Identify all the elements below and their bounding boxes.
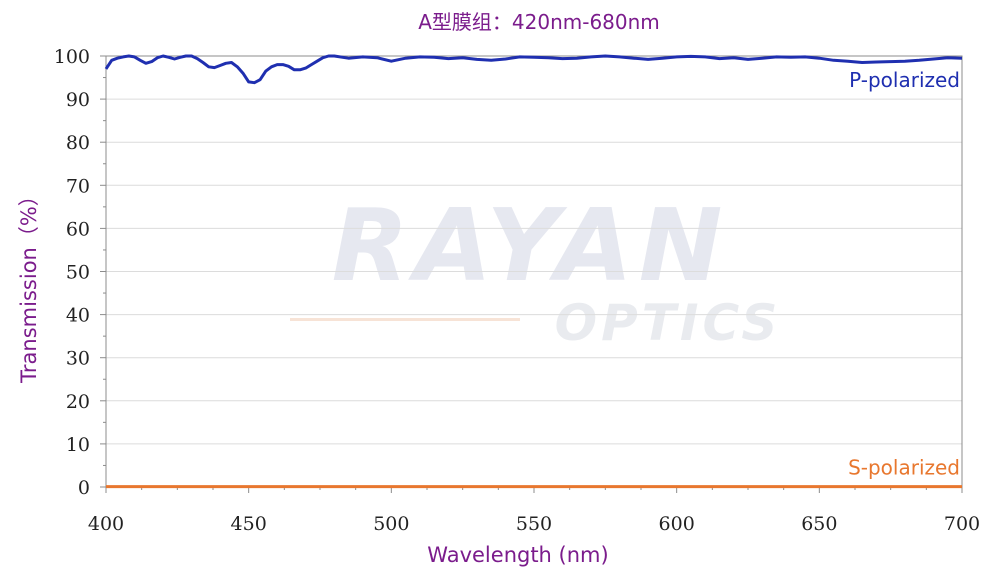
- watermark: RAYAN OPTICS: [290, 187, 782, 352]
- watermark-main-text: RAYAN: [332, 187, 729, 304]
- y-tick-label: 60: [66, 218, 90, 240]
- watermark-accent-line: [290, 318, 520, 321]
- y-tick-label: 70: [66, 175, 90, 197]
- y-tick-label: 90: [66, 89, 90, 111]
- y-tick-label: 40: [66, 305, 90, 327]
- y-tick-label: 50: [66, 262, 90, 284]
- y-tick-label: 20: [66, 391, 90, 413]
- s-polarized-label: S-polarized: [848, 456, 960, 480]
- x-tick-label: 700: [944, 513, 980, 535]
- y-tick-label: 0: [78, 477, 90, 499]
- y-axis-ticks: 0 10 20 30 40 50 60 70 80 90 100: [54, 46, 106, 499]
- grid-lines: [106, 98, 962, 445]
- x-axis-ticks: 400 450 500 550 600 650 700: [88, 487, 980, 535]
- x-tick-label: 400: [88, 513, 124, 535]
- y-tick-label: 100: [54, 46, 90, 68]
- x-tick-label: 600: [659, 513, 695, 535]
- y-tick-label: 10: [66, 434, 90, 456]
- p-polarized-line: [104, 54, 963, 85]
- series-labels: P-polarized S-polarized: [848, 68, 960, 479]
- series-lines: [104, 54, 963, 489]
- p-polarized-label: P-polarized: [849, 68, 960, 92]
- watermark-sub-text: OPTICS: [555, 294, 782, 352]
- x-tick-label: 500: [373, 513, 409, 535]
- x-tick-label: 450: [231, 513, 267, 535]
- y-tick-label: 80: [66, 132, 90, 154]
- x-tick-label: 550: [516, 513, 552, 535]
- x-tick-label: 650: [801, 513, 837, 535]
- y-axis-title: Transmission（%）: [17, 185, 41, 384]
- chart-title: A型膜组：420nm-680nm: [418, 10, 660, 34]
- y-tick-label: 30: [66, 348, 90, 370]
- x-axis-title: Wavelength (nm): [427, 543, 608, 567]
